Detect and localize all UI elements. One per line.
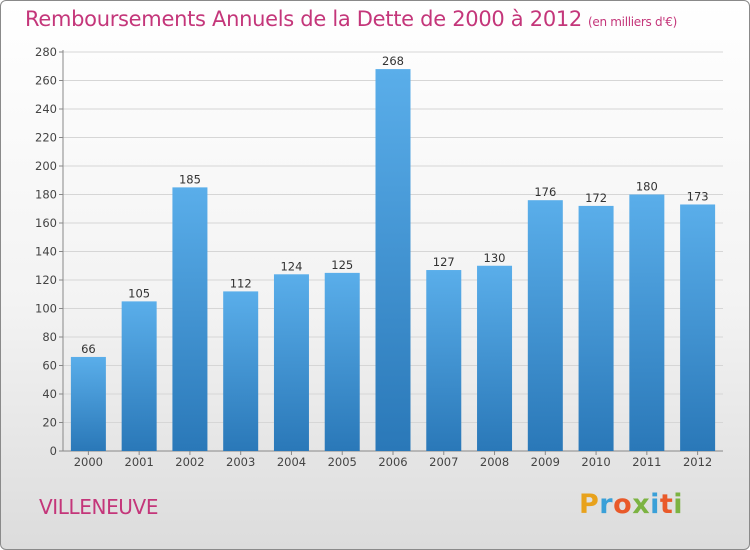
y-tick-label: 280 — [35, 45, 57, 59]
y-tick-label: 60 — [42, 359, 57, 373]
bar-2010 — [578, 205, 614, 451]
bar-2003 — [223, 291, 259, 451]
y-tick-label: 20 — [42, 416, 57, 430]
bar-value-label: 125 — [331, 258, 353, 272]
bar-2001 — [121, 301, 157, 451]
y-tick-label: 100 — [35, 302, 57, 316]
x-tick-label: 2011 — [632, 455, 661, 469]
title-text: Remboursements Annuels de la Dette de 20… — [25, 7, 582, 31]
logo-letter: x — [632, 489, 651, 520]
bar-value-label: 130 — [484, 251, 506, 265]
y-tick-label: 40 — [42, 387, 57, 401]
y-tick-label: 140 — [35, 245, 57, 259]
logo-letter: i — [673, 489, 684, 520]
x-tick-label: 2009 — [531, 455, 560, 469]
y-tick-label: 260 — [35, 74, 57, 88]
y-tick-label: 160 — [35, 216, 57, 230]
town-name: VILLENEUVE — [39, 495, 159, 519]
bar-value-label: 66 — [81, 342, 96, 356]
x-tick-label: 2010 — [581, 455, 610, 469]
x-tick-label: 2003 — [226, 455, 255, 469]
bar-2009 — [527, 200, 563, 451]
bar-2012 — [680, 204, 716, 451]
bar-value-label: 112 — [230, 276, 252, 290]
bar-value-label: 176 — [534, 185, 556, 199]
bar-value-label: 127 — [433, 255, 455, 269]
bar-value-label: 180 — [636, 180, 658, 194]
logo-letter: t — [659, 489, 674, 520]
bar-2005 — [324, 272, 360, 451]
x-tick-label: 2004 — [277, 455, 306, 469]
x-tick-label: 2001 — [125, 455, 154, 469]
logo-letter: i — [650, 489, 660, 520]
bar-2000 — [70, 356, 106, 451]
x-tick-label: 2006 — [378, 455, 407, 469]
y-tick-label: 220 — [35, 131, 57, 145]
bar-2004 — [273, 274, 309, 451]
bar-value-label: 173 — [687, 189, 709, 203]
bar-value-label: 124 — [280, 259, 302, 273]
x-tick-label: 2002 — [175, 455, 204, 469]
y-tick-label: 0 — [50, 444, 57, 458]
y-tick-label: 120 — [35, 273, 57, 287]
chart-title: Remboursements Annuels de la Dette de 20… — [25, 7, 677, 31]
bar-2002 — [172, 187, 208, 451]
chart-subtitle: (en milliers d'€) — [588, 15, 678, 29]
proxiti-logo: Proxiti — [579, 489, 683, 520]
x-tick-label: 2008 — [480, 455, 509, 469]
x-tick-label: 2012 — [683, 455, 712, 469]
y-tick-label: 240 — [35, 102, 57, 116]
y-tick-label: 80 — [42, 330, 57, 344]
bar-2006 — [375, 69, 411, 451]
x-tick-label: 2005 — [328, 455, 357, 469]
bar-value-label: 268 — [382, 54, 404, 68]
bars: 66 105 185 112 124 125 268 127 130 176 172 180 173 — [70, 54, 716, 451]
logo-letter: o — [613, 489, 633, 520]
x-tick-label: 2000 — [74, 455, 103, 469]
logo-letter: r — [599, 489, 614, 520]
bar-2007 — [426, 270, 462, 451]
bar-2008 — [477, 265, 513, 451]
bar-value-label: 105 — [128, 286, 150, 300]
bar-value-label: 172 — [585, 191, 607, 205]
bar-value-label: 185 — [179, 172, 201, 186]
bar-2011 — [629, 194, 665, 451]
x-tick-label: 2007 — [429, 455, 458, 469]
y-tick-label: 200 — [35, 159, 57, 173]
axes: 0 20 40 60 80 100 120 140 160 180 200 220 240 260 280 2… — [35, 45, 723, 469]
logo-letter: P — [579, 489, 600, 520]
y-tick-label: 180 — [35, 188, 57, 202]
